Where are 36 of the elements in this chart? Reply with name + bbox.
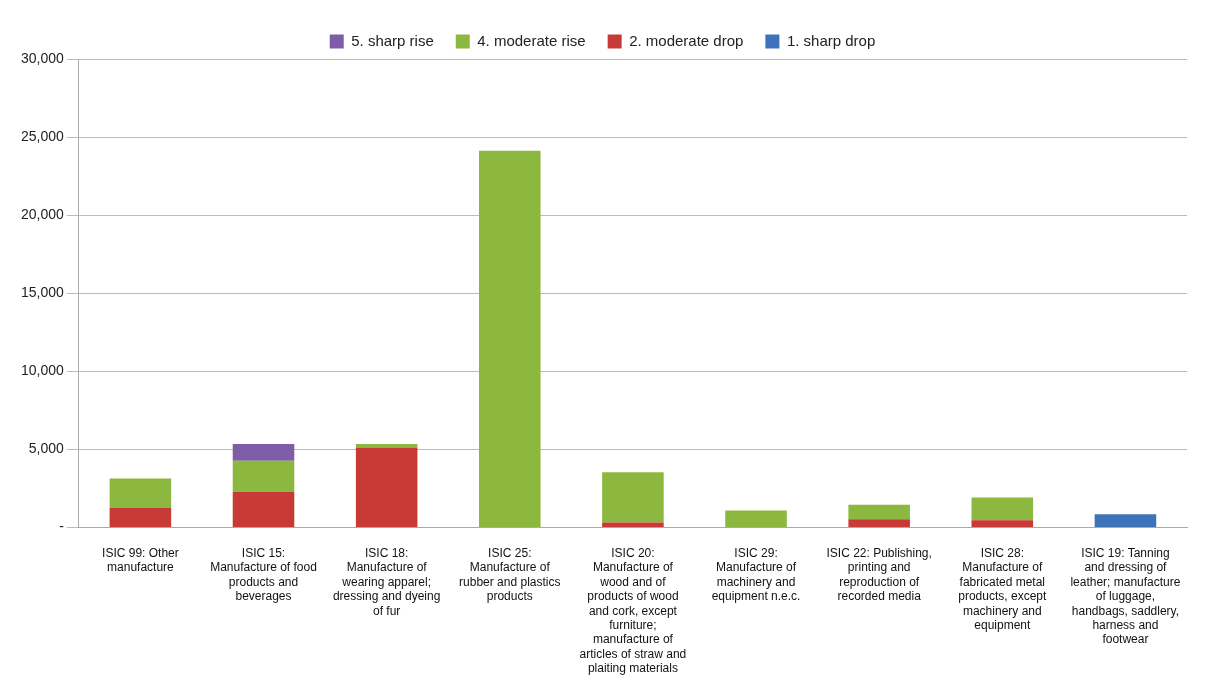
legend-label: 5. sharp rise	[351, 31, 434, 49]
bar	[109, 507, 172, 527]
bar	[355, 447, 418, 527]
x-tick-label: ISIC 99: Other manufacture	[102, 545, 179, 575]
y-tick-label: -	[59, 518, 65, 535]
bar	[602, 522, 664, 527]
bar	[109, 478, 172, 508]
bar	[971, 497, 1034, 521]
x-tick-label: ISIC 28: Manufacture of fabricated metal products, except machinery and equipment	[958, 545, 1047, 632]
bar	[355, 444, 418, 448]
x-tick-label: ISIC 18: Manufacture of wearing apparel; dressing and dyeing of fur	[332, 545, 441, 618]
category-label: ISIC 20: Manufacture of wood and of products of wood and cork, except furniture; manufacture of articles of straw and plaiting materials	[579, 545, 687, 676]
y-tick-label: 25,000	[20, 127, 65, 144]
bar	[848, 504, 910, 520]
y-tick-label: 15,000	[20, 284, 65, 301]
legend-label: 1. sharp drop	[786, 31, 876, 49]
y-tick-label: 20,000	[20, 205, 65, 222]
bar	[848, 519, 910, 527]
x-tick-label: ISIC 22: Publishing, printing and reproduction of recorded media	[826, 545, 932, 604]
x-tick-label: ISIC 19: Tanning and dressing of leather; manufacture of luggage, handbags, saddlery, harness and footwear	[1070, 545, 1181, 647]
y-tick-label: 10,000	[20, 362, 65, 379]
x-tick-label: ISIC 29: Manufacture of machinery and equipment n.e.c.	[711, 545, 801, 604]
legend-label: 4. moderate rise	[477, 31, 586, 49]
bar	[232, 491, 295, 527]
y-tick-label: 30,000	[20, 49, 65, 66]
bar	[1094, 514, 1157, 527]
legend-label: 2. moderate drop	[629, 31, 744, 49]
x-tick-label: ISIC 15: Manufacture of food products and beverages	[210, 545, 317, 604]
bar	[232, 444, 295, 461]
bar	[232, 460, 295, 492]
x-tick-label: ISIC 25: Manufacture of rubber and plastics products	[459, 545, 561, 604]
bar	[725, 510, 787, 527]
bar	[971, 520, 1034, 527]
y-tick-label: 5,000	[28, 440, 65, 457]
bar	[602, 472, 664, 523]
bar	[479, 150, 541, 527]
